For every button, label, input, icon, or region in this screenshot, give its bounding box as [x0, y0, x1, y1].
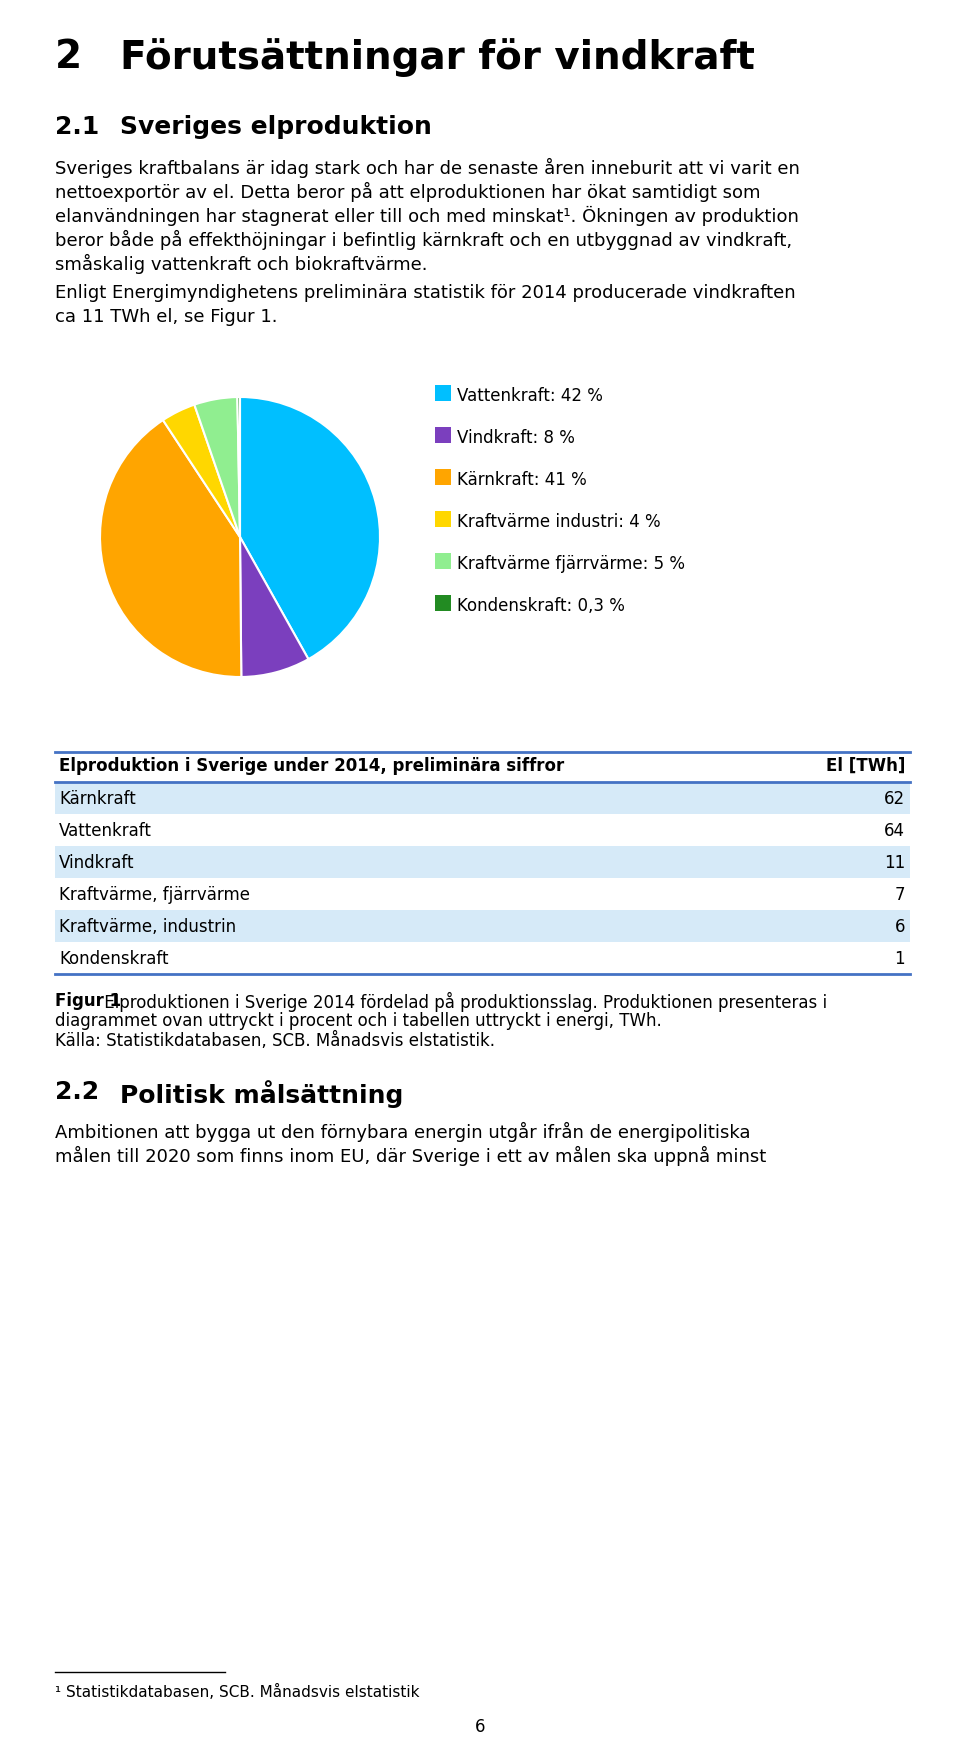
Text: Sveriges kraftbalans är idag stark och har de senaste åren inneburit att vi vari: Sveriges kraftbalans är idag stark och h…	[55, 157, 800, 178]
Text: Kärnkraft: Kärnkraft	[59, 790, 135, 808]
Bar	[55, 815, 910, 846]
Text: Sveriges elproduktion: Sveriges elproduktion	[120, 115, 432, 140]
Text: Figur 1: Figur 1	[55, 993, 121, 1010]
Wedge shape	[194, 397, 240, 537]
Text: målen till 2020 som finns inom EU, där Sverige i ett av målen ska uppnå minst: målen till 2020 som finns inom EU, där S…	[55, 1147, 766, 1166]
Text: nettoexportör av el. Detta beror på att elproduktionen har ökat samtidigt som: nettoexportör av el. Detta beror på att …	[55, 182, 760, 203]
Bar	[435, 552, 451, 570]
Bar	[55, 781, 910, 815]
Wedge shape	[240, 537, 308, 676]
Text: Kraftvärme, industrin: Kraftvärme, industrin	[59, 918, 236, 935]
Text: Vattenkraft: 42 %: Vattenkraft: 42 %	[457, 386, 603, 406]
Bar	[435, 468, 451, 484]
Text: Ambitionen att bygga ut den förnybara energin utgår ifrån de energipolitiska: Ambitionen att bygga ut den förnybara en…	[55, 1122, 751, 1141]
Text: Enligt Energimyndighetens preliminära statistik för 2014 producerade vindkraften: Enligt Energimyndighetens preliminära st…	[55, 283, 796, 302]
Text: 1: 1	[895, 949, 905, 968]
Bar	[55, 942, 910, 974]
Wedge shape	[240, 397, 380, 659]
Bar	[435, 510, 451, 526]
Bar	[435, 594, 451, 612]
Text: Politisk målsättning: Politisk målsättning	[120, 1080, 403, 1108]
Text: 2: 2	[55, 38, 83, 75]
Bar	[55, 877, 910, 911]
Wedge shape	[237, 397, 240, 537]
Text: Kondenskraft: Kondenskraft	[59, 949, 169, 968]
Text: Vattenkraft: Vattenkraft	[59, 822, 152, 841]
Text: Elproduktion i Sverige under 2014, preliminära siffror: Elproduktion i Sverige under 2014, preli…	[59, 757, 564, 774]
Text: ¹ Statistikdatabasen, SCB. Månadsvis elstatistik: ¹ Statistikdatabasen, SCB. Månadsvis els…	[55, 1683, 420, 1701]
Text: 62: 62	[884, 790, 905, 808]
Wedge shape	[163, 404, 240, 537]
Text: 11: 11	[884, 855, 905, 872]
Text: Elproduktionen i Sverige 2014 fördelad på produktionsslag. Produktionen presente: Elproduktionen i Sverige 2014 fördelad p…	[99, 993, 828, 1012]
Bar	[435, 427, 451, 442]
Text: Kondenskraft: 0,3 %: Kondenskraft: 0,3 %	[457, 598, 625, 615]
Text: Förutsättningar för vindkraft: Förutsättningar för vindkraft	[120, 38, 755, 77]
Wedge shape	[100, 420, 241, 676]
Text: 2.1: 2.1	[55, 115, 99, 140]
Text: diagrammet ovan uttryckt i procent och i tabellen uttryckt i energi, TWh.: diagrammet ovan uttryckt i procent och i…	[55, 1012, 661, 1030]
Text: Vindkraft: Vindkraft	[59, 855, 134, 872]
Text: 6: 6	[895, 918, 905, 935]
Text: Kärnkraft: 41 %: Kärnkraft: 41 %	[457, 470, 587, 489]
Text: ca 11 TWh el, se Figur 1.: ca 11 TWh el, se Figur 1.	[55, 308, 277, 325]
Text: El [TWh]: El [TWh]	[826, 757, 905, 774]
Text: 7: 7	[895, 886, 905, 904]
Text: Källa: Statistikdatabasen, SCB. Månadsvis elstatistik.: Källa: Statistikdatabasen, SCB. Månadsvi…	[55, 1031, 495, 1051]
Text: Kraftvärme fjärrvärme: 5 %: Kraftvärme fjärrvärme: 5 %	[457, 556, 685, 573]
Bar	[435, 385, 451, 400]
Text: 6: 6	[475, 1718, 485, 1736]
Text: småskalig vattenkraft och biokraftvärme.: småskalig vattenkraft och biokraftvärme.	[55, 253, 427, 274]
Text: Kraftvärme, fjärrvärme: Kraftvärme, fjärrvärme	[59, 886, 250, 904]
Text: beror både på effekthöjningar i befintlig kärnkraft och en utbyggnad av vindkraf: beror både på effekthöjningar i befintli…	[55, 231, 792, 250]
Text: Kraftvärme industri: 4 %: Kraftvärme industri: 4 %	[457, 512, 660, 531]
Bar	[55, 911, 910, 942]
Bar	[55, 846, 910, 877]
Text: Vindkraft: 8 %: Vindkraft: 8 %	[457, 428, 575, 447]
Text: elanvändningen har stagnerat eller till och med minskat¹. Ökningen av produktion: elanvändningen har stagnerat eller till …	[55, 206, 799, 225]
Text: 2.2: 2.2	[55, 1080, 99, 1105]
Text: 64: 64	[884, 822, 905, 841]
